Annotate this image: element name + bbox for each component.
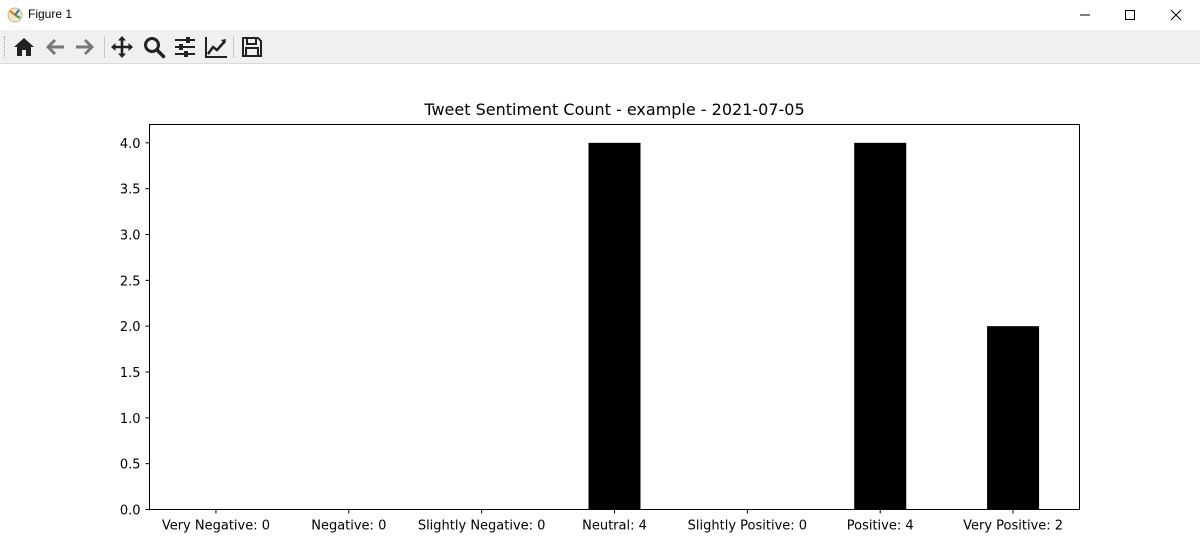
pan-button[interactable] [108,33,136,61]
x-tick-label: Slightly Negative: 0 [418,519,546,534]
x-tick-label: Slightly Positive: 0 [688,519,807,534]
x-tick-label: Neutral: 4 [582,519,647,534]
x-tick-label: Very Positive: 2 [963,519,1063,534]
window-title: Figure 1 [28,7,73,21]
home-button[interactable] [10,33,38,61]
navigation-toolbar [0,30,1200,64]
y-tick-label: 4.0 [120,137,141,152]
configure-subplots-icon [175,37,195,57]
edit-axis-button[interactable] [202,33,230,61]
minimize-button[interactable] [1062,0,1108,30]
minimize-icon [1080,14,1090,16]
maximize-icon [1125,10,1135,20]
back-button[interactable] [41,33,69,61]
toolbar-separator [104,36,105,58]
y-tick-label: 3.0 [120,229,141,244]
configure-subplots-button[interactable] [171,33,199,61]
x-tick-label: Negative: 0 [311,519,386,534]
bars-layer [588,142,1040,510]
y-tick-label: 0.5 [120,458,141,473]
x-axis: Very Negative: 0 Negative: 0 Slightly Nega… [162,509,1063,534]
y-tick-label: 3.5 [120,183,141,198]
y-tick-label: 0.0 [120,504,141,519]
bar-3 [588,142,641,510]
close-icon [1170,9,1182,21]
back-arrow-icon [46,39,64,55]
x-tick-label: Positive: 4 [847,519,914,534]
forward-arrow-icon [76,39,94,55]
save-button[interactable] [238,33,266,61]
zoom-button[interactable] [140,33,168,61]
bar-6 [987,326,1040,510]
maximize-button[interactable] [1107,0,1153,30]
y-axis: 0.0 0.5 1.0 1.5 2.0 2.5 3.0 3.5 4.0 [120,137,150,519]
x-tick-label: Very Negative: 0 [162,519,270,534]
zoom-icon [144,37,166,59]
y-tick-label: 2.0 [120,320,141,335]
matplotlib-icon [7,7,23,23]
toolbar-separator [233,36,234,58]
home-icon [14,38,34,56]
y-tick-label: 2.5 [120,274,141,289]
toolbar-grip [4,36,7,58]
pan-icon [111,36,133,58]
bar-5 [854,142,907,510]
forward-button[interactable] [71,33,99,61]
close-button[interactable] [1153,0,1199,30]
y-tick-label: 1.5 [120,366,141,381]
edit-axis-icon [205,37,227,58]
save-icon [242,37,262,57]
y-tick-label: 1.0 [120,412,141,427]
window-titlebar: Figure 1 [0,0,1200,30]
chart-title: Tweet Sentiment Count - example - 2021-0… [424,100,805,119]
